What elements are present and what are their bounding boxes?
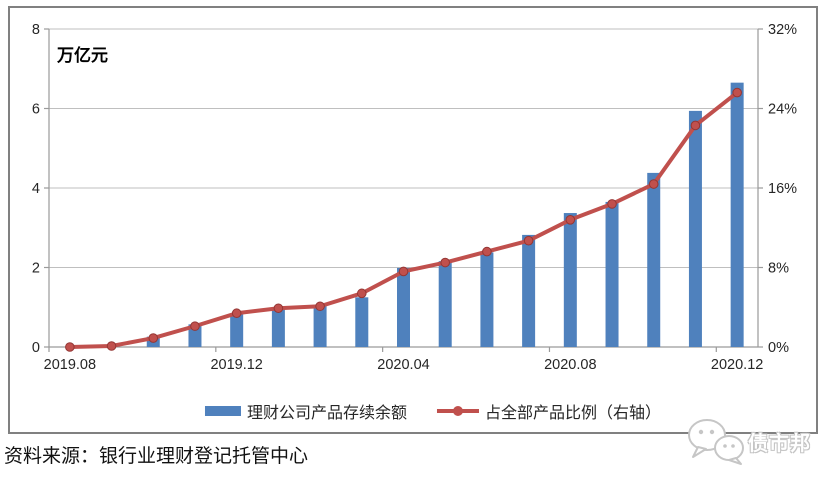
legend-bar-label: 理财公司产品存续余额	[246, 405, 407, 422]
x-axis-tick-label: 2020.04	[377, 357, 429, 373]
x-axis-tick-label: 2019.12	[210, 357, 262, 373]
x-axis-tick-label: 2019.08	[44, 357, 96, 373]
x-axis-tick-label: 2020.12	[711, 357, 763, 373]
bar	[230, 313, 244, 347]
line-marker	[273, 303, 284, 314]
right-axis-tick-label: 8%	[768, 261, 789, 277]
x-axis-tick-label: 2020.08	[544, 357, 596, 373]
legend-line-label: 占全部产品比例（右轴）	[485, 405, 662, 422]
left-axis-tick-label: 4	[32, 181, 40, 197]
line-marker	[565, 215, 576, 225]
combo-chart: 0 2 4 6 8 0% 8% 16% 24% 32% 2019.08 2019.12 2020.04 2…	[32, 22, 797, 373]
bar	[313, 306, 327, 347]
right-axis-tick-label: 16%	[768, 181, 797, 197]
left-axis-tick-label: 8	[32, 22, 40, 38]
line-marker	[690, 120, 701, 131]
bar	[480, 252, 494, 347]
bar	[605, 201, 619, 347]
line-marker	[482, 246, 492, 257]
right-axis-tick-label: 32%	[768, 22, 797, 38]
chart-legend: 理财公司产品存续余额 占全部产品比例（右轴）	[204, 399, 661, 423]
bar	[397, 267, 410, 347]
right-axis-tick-label: 24%	[768, 102, 797, 118]
bar	[730, 82, 744, 347]
source-note: 资料来源：银行业理财登记托管中心	[4, 445, 309, 467]
line-marker	[65, 342, 75, 352]
line-marker	[148, 333, 159, 343]
left-axis-tick-label: 2	[32, 261, 40, 277]
bar	[438, 261, 452, 347]
line-marker	[231, 308, 242, 319]
wechat-icon	[688, 419, 744, 465]
line-marker	[523, 235, 534, 246]
line-marker	[732, 87, 742, 98]
line-marker	[440, 257, 451, 268]
line-marker	[315, 301, 325, 312]
bar	[188, 324, 202, 347]
watermark-text: 债市邦	[748, 432, 811, 455]
line-swatch-marker	[453, 406, 463, 416]
line-series-swatch-icon	[437, 406, 479, 416]
left-axis-tick-label: 0	[32, 340, 40, 356]
bar	[522, 234, 536, 347]
right-axis-tick-label: 0%	[768, 340, 789, 356]
legend-item-line: 占全部产品比例（右轴）	[437, 399, 661, 423]
chart-frame: 0 2 4 6 8 0% 8% 16% 24% 32% 2019.08 2019.12 2020.04 2…	[8, 6, 818, 434]
line-marker	[356, 288, 367, 299]
watermark: 债市邦	[684, 417, 811, 465]
left-axis-unit-label: 万亿元	[57, 46, 108, 65]
left-axis-tick-label: 6	[32, 102, 40, 118]
legend-item-bar: 理财公司产品存续余额	[204, 399, 407, 423]
bar	[688, 110, 702, 347]
bar	[355, 297, 369, 347]
line-marker	[106, 341, 117, 351]
line-marker	[607, 199, 617, 209]
bar	[563, 213, 577, 347]
bar	[647, 172, 661, 347]
line-marker	[648, 179, 659, 189]
bar-series-swatch-icon	[204, 406, 241, 416]
bar	[271, 308, 285, 347]
line-marker	[190, 321, 200, 331]
line-marker	[398, 266, 409, 277]
